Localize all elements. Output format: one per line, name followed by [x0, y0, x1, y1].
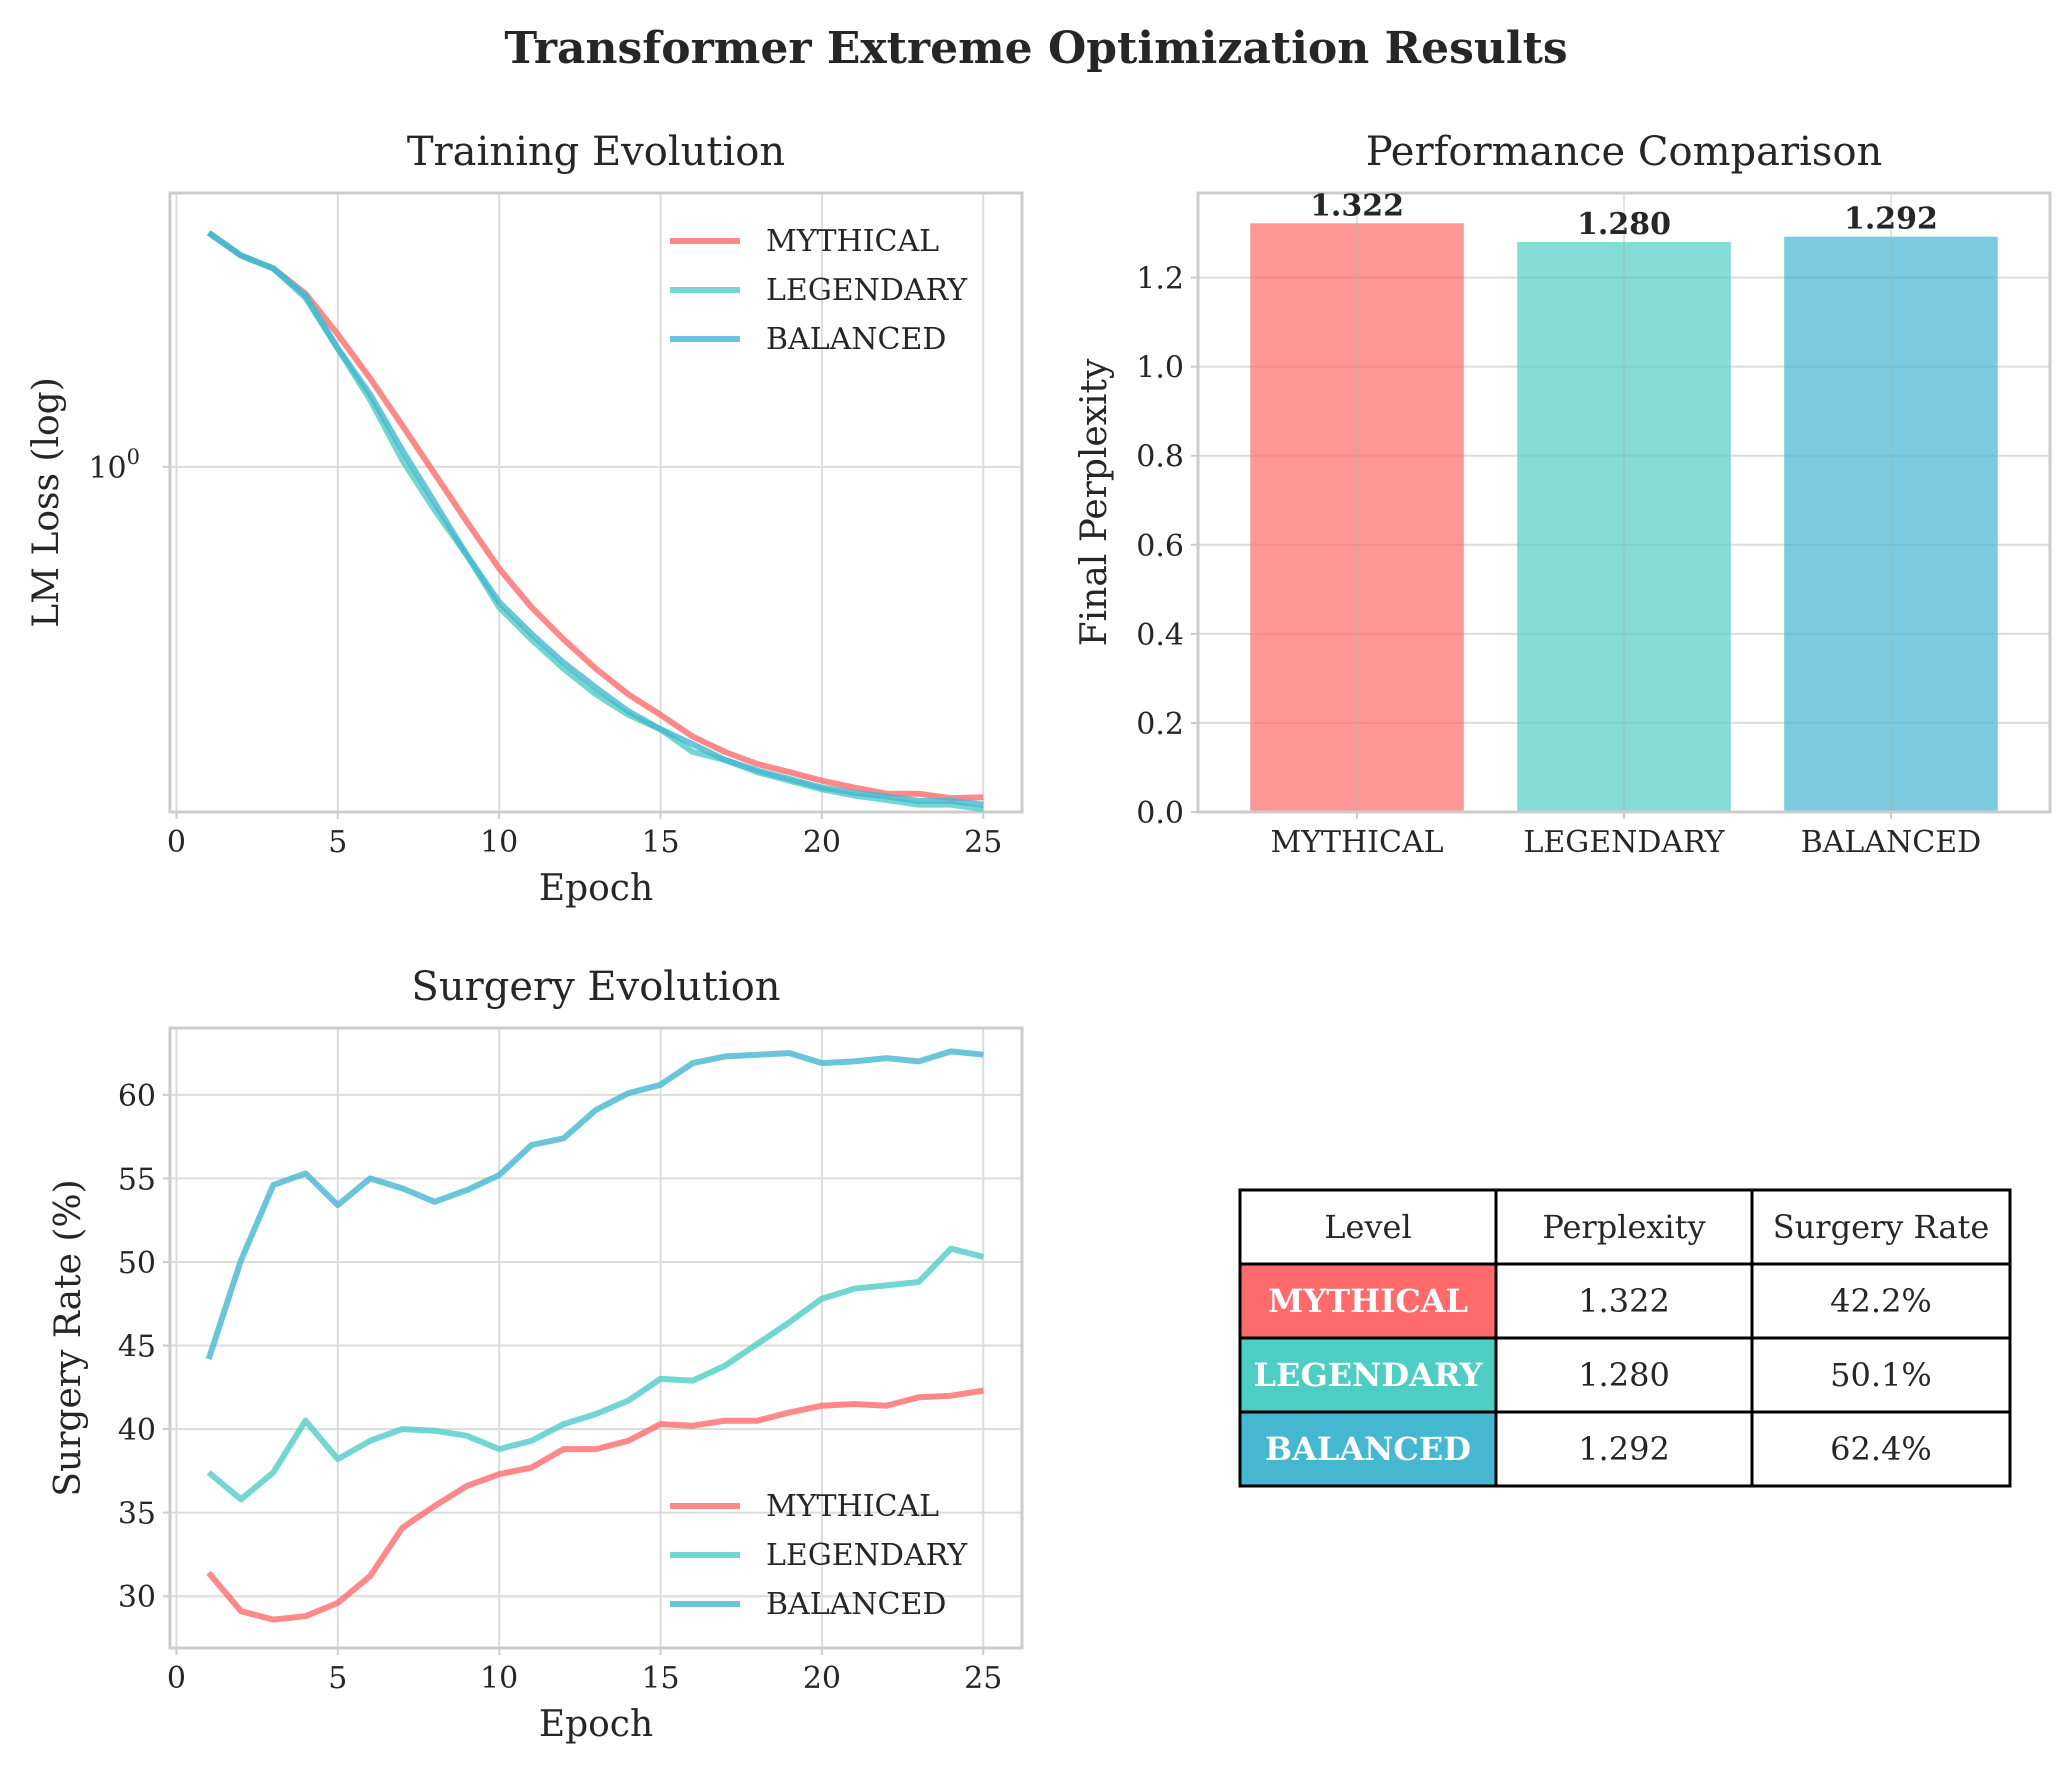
x-tick-label: 5 [328, 825, 347, 860]
y-axis-label: Final Perplexity [1074, 358, 1115, 646]
table-header-label: Surgery Rate [1773, 1208, 1990, 1246]
plot-frame [168, 191, 1024, 814]
series-line-mythical [206, 1387, 984, 1623]
table-cell-surgery-rate: 62.4% [1830, 1430, 1932, 1468]
bar-mythical [1250, 223, 1464, 813]
x-tick-label: 10 [480, 1661, 518, 1696]
x-tick-label: 5 [328, 1661, 347, 1696]
legend-label-balanced: BALANCED [766, 1587, 946, 1622]
x-tick-label: 15 [641, 825, 679, 860]
y-tick-label: 55 [118, 1162, 156, 1197]
y-tick-label: 40 [118, 1413, 156, 1448]
y-tick-label: 1.0 [1136, 351, 1184, 386]
x-tick-label: 25 [964, 825, 1002, 860]
table-cell-perplexity: 1.280 [1578, 1356, 1670, 1394]
x-tick-label: 20 [803, 1661, 841, 1696]
figure-suptitle: Transformer Extreme Optimization Results [504, 23, 1567, 74]
table-cell [1750, 1336, 2012, 1414]
legend-label-legendary: LEGENDARY [766, 273, 968, 308]
table-cell-surgery-rate: 50.1% [1830, 1356, 1932, 1394]
bar-value-label: 1.322 [1310, 188, 1404, 223]
y-tick-label: 30 [118, 1580, 156, 1615]
y-tick-label: 0.4 [1136, 618, 1184, 653]
table-cell-level: LEGENDARY [1254, 1356, 1484, 1394]
series-line-balanced [206, 230, 984, 808]
series-line-balanced [205, 1048, 984, 1360]
legend-label-balanced: BALANCED [766, 322, 946, 357]
table-cell [1750, 1410, 2012, 1488]
x-axis-label: Epoch [539, 1704, 653, 1745]
table-cell [1238, 1336, 1498, 1414]
y-axis-label: Surgery Rate (%) [48, 1179, 89, 1496]
performance-comparison-chart: 0.0 0.2 0.4 0.6 0.8 1.0 1.2 MYTHICAL LEGENDARY BA… [1074, 129, 2052, 860]
x-tick-label: 20 [803, 825, 841, 860]
y-tick-label: 45 [118, 1330, 156, 1365]
y-tick-label: 100 [88, 445, 140, 486]
x-axis-label: Epoch [539, 868, 653, 909]
table-cell [1238, 1410, 1498, 1488]
y-tick-label: 0.2 [1136, 707, 1184, 742]
legend-label-legendary: LEGENDARY [766, 1538, 968, 1573]
summary-table: Level Perplexity Surgery Rate MYTHICAL 1.322… [1238, 1188, 2012, 1488]
table-cell-level: BALANCED [1265, 1430, 1471, 1468]
bar-legendary [1517, 241, 1731, 813]
table-header-cell [1494, 1188, 1754, 1266]
table-header-cell [1238, 1188, 1498, 1266]
y-tick-label: 50 [118, 1246, 156, 1281]
table-header-label: Level [1324, 1208, 1411, 1246]
table-cell [1238, 1262, 1498, 1340]
legend-label-mythical: MYTHICAL [766, 1489, 939, 1524]
y-axis-label: LM Loss (log) [26, 377, 67, 628]
bar-value-label: 1.292 [1844, 202, 1938, 237]
x-tick-label: 15 [641, 1661, 679, 1696]
x-tick-label: 0 [167, 825, 186, 860]
y-tick-label: 0.0 [1136, 796, 1184, 831]
x-tick-label: 0 [167, 1661, 186, 1696]
x-tick-label: MYTHICAL [1270, 825, 1443, 860]
x-tick-label: 25 [964, 1661, 1002, 1696]
x-tick-label: BALANCED [1801, 825, 1981, 860]
plot-frame [168, 1026, 1024, 1650]
x-tick-label: LEGENDARY [1523, 825, 1725, 860]
bar-value-label: 1.280 [1577, 207, 1671, 242]
chart-title: Surgery Evolution [411, 964, 780, 1010]
legend-label-mythical: MYTHICAL [766, 224, 939, 259]
table-header-label: Perplexity [1542, 1208, 1705, 1246]
table-cell [1494, 1410, 1754, 1488]
y-tick-label: 1.2 [1136, 262, 1184, 297]
y-tick-label: 35 [118, 1497, 156, 1532]
table-cell [1494, 1336, 1754, 1414]
y-tick-label: 0.8 [1136, 440, 1184, 475]
y-tick-label: 60 [118, 1079, 156, 1114]
table-cell-perplexity: 1.292 [1578, 1430, 1670, 1468]
chart-title: Training Evolution [407, 129, 785, 175]
table-cell-surgery-rate: 42.2% [1830, 1282, 1932, 1320]
table-cell [1750, 1262, 2012, 1340]
surgery-evolution-chart: 0 5 10 15 20 25 30 35 40 45 50 55 60 Surgery Evolutio… [48, 964, 1024, 1745]
y-tick-label: 0.6 [1136, 529, 1184, 564]
y-tick-exponent: 0 [127, 445, 140, 469]
training-evolution-chart: 0 5 10 15 20 25 100 Training Evolution Epoch LM L… [26, 129, 1024, 909]
table-cell-level: MYTHICAL [1268, 1282, 1468, 1320]
table-cell-perplexity: 1.322 [1578, 1282, 1670, 1320]
x-tick-label: 10 [480, 825, 518, 860]
series-line-mythical [206, 230, 984, 802]
bar-balanced [1784, 236, 1998, 812]
chart-title: Performance Comparison [1366, 129, 1883, 175]
series-line-legendary [206, 1245, 985, 1503]
